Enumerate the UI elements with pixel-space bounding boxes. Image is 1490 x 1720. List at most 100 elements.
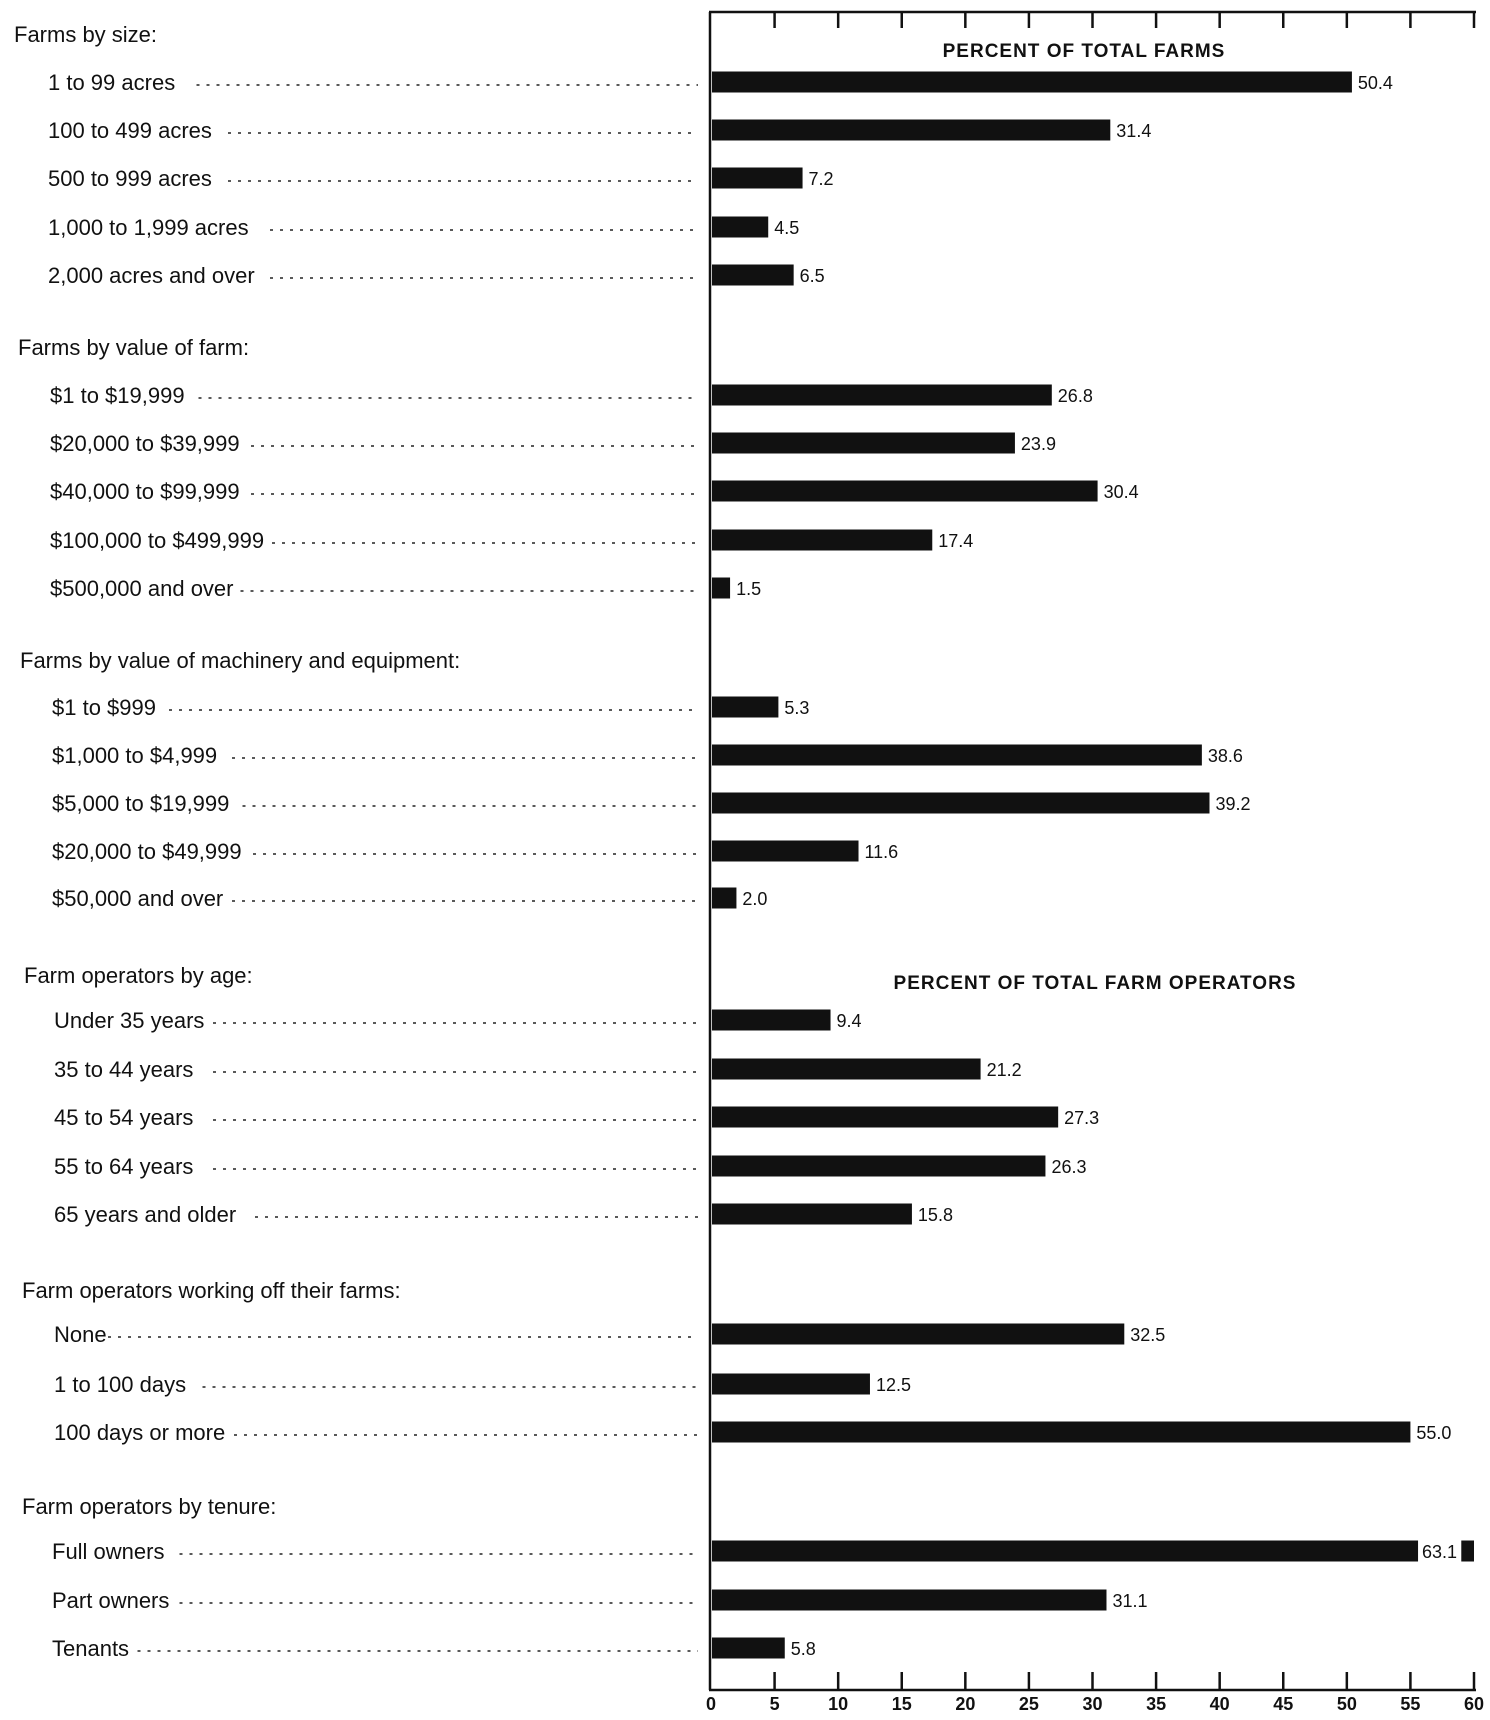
value-label-65-years-and-older: 15.8 xyxy=(918,1205,953,1225)
x-tick-label-0: 0 xyxy=(706,1694,716,1714)
value-label-500-to-999-acres: 7.2 xyxy=(809,169,834,189)
category-label-2-000-acres-and-over: 2,000 acres and over xyxy=(48,263,255,288)
value-label-5-000-to-19-999: 39.2 xyxy=(1215,794,1250,814)
category-label-1-000-to-4-999: $1,000 to $4,999 xyxy=(52,743,217,768)
group-label-farm-operators-working-off-their-farms: Farm operators working off their farms: xyxy=(22,1278,401,1303)
category-label-none: None xyxy=(54,1322,107,1347)
bar-1-000-to-4-999 xyxy=(712,744,1202,766)
category-label-40-000-to-99-999: $40,000 to $99,999 xyxy=(50,479,240,504)
value-label-20-000-to-49-999: 11.6 xyxy=(865,842,899,862)
category-label-50-000-and-over: $50,000 and over xyxy=(52,886,223,911)
bar-100-000-to-499-999 xyxy=(712,529,933,551)
category-label-tenants: Tenants xyxy=(52,1636,129,1661)
bar-none xyxy=(712,1323,1125,1345)
category-label-20-000-to-39-999: $20,000 to $39,999 xyxy=(50,431,240,456)
bar-part-owners xyxy=(712,1589,1107,1611)
bar-full-owners xyxy=(712,1540,1474,1562)
x-tick-label-5: 5 xyxy=(770,1694,780,1714)
value-label-2-000-acres-and-over: 6.5 xyxy=(800,266,825,286)
x-tick-label-35: 35 xyxy=(1146,1694,1166,1714)
x-tick-label-45: 45 xyxy=(1273,1694,1293,1714)
value-label-under-35-years: 9.4 xyxy=(837,1011,862,1031)
category-label-under-35-years: Under 35 years xyxy=(54,1008,204,1033)
x-tick-label-50: 50 xyxy=(1337,1694,1357,1714)
group-label-farms-by-size: Farms by size: xyxy=(14,22,157,47)
bar-500-000-and-over xyxy=(712,577,731,599)
value-label-45-to-54-years: 27.3 xyxy=(1064,1108,1099,1128)
value-label-20-000-to-39-999: 23.9 xyxy=(1021,434,1056,454)
bar-20-000-to-49-999 xyxy=(712,840,859,862)
value-label-1-000-to-4-999: 38.6 xyxy=(1208,746,1243,766)
category-label-100-days-or-more: 100 days or more xyxy=(54,1420,225,1445)
category-label-part-owners: Part owners xyxy=(52,1588,169,1613)
bar-20-000-to-39-999 xyxy=(712,432,1015,454)
x-tick-label-10: 10 xyxy=(828,1694,848,1714)
bar-1-to-999 xyxy=(712,696,779,718)
category-label-1-to-100-days: 1 to 100 days xyxy=(54,1372,186,1397)
group-label-farm-operators-by-tenure: Farm operators by tenure: xyxy=(22,1494,276,1519)
bar-55-to-64-years xyxy=(712,1155,1046,1177)
bar-1-000-to-1-999-acres xyxy=(712,216,769,238)
group-label-farm-operators-by-age: Farm operators by age: xyxy=(24,963,253,988)
value-label-100-days-or-more: 55.0 xyxy=(1416,1423,1451,1443)
x-tick-label-60: 60 xyxy=(1464,1694,1484,1714)
x-tick-label-40: 40 xyxy=(1210,1694,1230,1714)
bar-45-to-54-years xyxy=(712,1106,1059,1128)
bar-1-to-100-days xyxy=(712,1373,870,1395)
x-tick-label-20: 20 xyxy=(955,1694,975,1714)
bar-50-000-and-over xyxy=(712,887,737,909)
category-label-45-to-54-years: 45 to 54 years xyxy=(54,1105,193,1130)
group-label-farms-by-value-of-farm: Farms by value of farm: xyxy=(18,335,249,360)
bar-2-000-acres-and-over xyxy=(712,264,794,286)
value-label-part-owners: 31.1 xyxy=(1112,1591,1147,1611)
bar-100-days-or-more xyxy=(712,1421,1411,1443)
category-label-65-years-and-older: 65 years and older xyxy=(54,1202,236,1227)
category-label-55-to-64-years: 55 to 64 years xyxy=(54,1154,193,1179)
category-label-1-to-19-999: $1 to $19,999 xyxy=(50,383,185,408)
section-title-total-farm-operators: PERCENT OF TOTAL FARM OPERATORS xyxy=(894,973,1297,994)
bar-65-years-and-older xyxy=(712,1203,912,1225)
bar-40-000-to-99-999 xyxy=(712,480,1098,502)
value-label-500-000-and-over: 1.5 xyxy=(736,579,761,599)
value-label-50-000-and-over: 2.0 xyxy=(742,889,767,909)
value-label-none: 32.5 xyxy=(1130,1325,1165,1345)
x-tick-label-30: 30 xyxy=(1082,1694,1102,1714)
group-label-farms-by-value-of-machinery-and-equipment: Farms by value of machinery and equipmen… xyxy=(20,648,460,673)
value-label-1-to-19-999: 26.8 xyxy=(1058,386,1093,406)
category-label-full-owners: Full owners xyxy=(52,1539,164,1564)
bar-1-to-99-acres xyxy=(712,71,1352,93)
category-label-5-000-to-19-999: $5,000 to $19,999 xyxy=(52,791,229,816)
bar-35-to-44-years xyxy=(712,1058,981,1080)
bar-500-to-999-acres xyxy=(712,167,803,189)
value-label-full-owners: 63.1 xyxy=(1422,1542,1457,1562)
value-label-tenants: 5.8 xyxy=(791,1639,816,1659)
bar-tenants xyxy=(712,1637,785,1659)
value-label-55-to-64-years: 26.3 xyxy=(1051,1157,1086,1177)
section-title-total-farms: PERCENT OF TOTAL FARMS xyxy=(943,41,1226,62)
value-label-1-000-to-1-999-acres: 4.5 xyxy=(774,218,799,238)
value-label-1-to-100-days: 12.5 xyxy=(876,1375,911,1395)
bar-100-to-499-acres xyxy=(712,119,1111,141)
category-label-35-to-44-years: 35 to 44 years xyxy=(54,1057,193,1082)
value-label-1-to-99-acres: 50.4 xyxy=(1358,73,1393,93)
category-label-100-to-499-acres: 100 to 499 acres xyxy=(48,118,212,143)
category-label-100-000-to-499-999: $100,000 to $499,999 xyxy=(50,528,264,553)
x-tick-label-55: 55 xyxy=(1400,1694,1420,1714)
value-label-100-to-499-acres: 31.4 xyxy=(1116,121,1151,141)
bar-1-to-19-999 xyxy=(712,384,1052,406)
category-label-500-to-999-acres: 500 to 999 acres xyxy=(48,166,212,191)
value-label-35-to-44-years: 21.2 xyxy=(987,1060,1022,1080)
x-tick-label-15: 15 xyxy=(892,1694,912,1714)
bar-break-gap xyxy=(1418,1539,1462,1563)
category-label-1-000-to-1-999-acres: 1,000 to 1,999 acres xyxy=(48,215,249,240)
category-label-1-to-999: $1 to $999 xyxy=(52,695,156,720)
bar-under-35-years xyxy=(712,1009,831,1031)
x-tick-label-25: 25 xyxy=(1019,1694,1039,1714)
value-label-100-000-to-499-999: 17.4 xyxy=(938,531,973,551)
category-label-20-000-to-49-999: $20,000 to $49,999 xyxy=(52,839,242,864)
category-label-1-to-99-acres: 1 to 99 acres xyxy=(48,70,175,95)
category-label-500-000-and-over: $500,000 and over xyxy=(50,576,234,601)
bar-5-000-to-19-999 xyxy=(712,792,1210,814)
